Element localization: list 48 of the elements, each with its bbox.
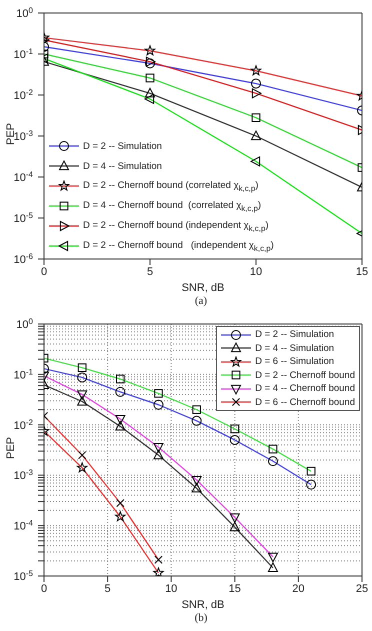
legend-label: D = 4 -- Simulation xyxy=(255,342,334,354)
point xyxy=(115,420,126,430)
x-tick-label: 0 xyxy=(40,582,48,595)
legend-label: D = 6 -- Simulation xyxy=(255,356,334,368)
y-tick-label: 10$^{-1}$ xyxy=(14,366,34,382)
y-tick-label: 10$^{-5}$ xyxy=(14,568,34,583)
y-tick-label: 10$^{-5}$ xyxy=(14,210,34,225)
x-tick-label: 15 xyxy=(356,266,368,278)
y-tick-label: 10$^{-2}$ xyxy=(14,88,34,102)
x-tick-label: 0 xyxy=(40,266,48,278)
point xyxy=(77,396,88,406)
point xyxy=(192,482,202,492)
legend-label: D = 2 -- Simulation xyxy=(83,140,162,152)
x-axis-title: SNR, dB xyxy=(182,599,224,611)
y-tick-label: 10$^{-3}$ xyxy=(14,468,34,482)
point xyxy=(153,450,164,460)
y-tick-label: 10$^{-3}$ xyxy=(14,128,34,143)
legend-label: D = 2 -- Simulation xyxy=(255,329,334,340)
x-axis-title: SNR, dB xyxy=(182,282,224,294)
point xyxy=(230,522,240,532)
legend-label: D = 4 -- Chernoff bound xyxy=(255,383,355,394)
x-tick-label: 10 xyxy=(165,582,178,595)
x-tick-label: 10 xyxy=(250,266,262,278)
text: (b) xyxy=(194,612,208,624)
x-tick-label: 5 xyxy=(146,266,154,278)
y-tick-label: 10$^{-1}$ xyxy=(14,46,34,61)
legend-label: D = 4 -- Chernoff bound (correlated χ$_{k,c,p}$) xyxy=(83,200,262,212)
y-axis-title: PEP xyxy=(5,436,18,459)
y-tick-label: 10$^{-2}$ xyxy=(14,417,34,432)
legend-label: D = 2 -- Chernoff bound (independent χ$_{k,c,p}$) xyxy=(83,240,274,252)
y-tick-label: 10$^{-6}$ xyxy=(14,252,34,266)
x-tick-label: 5 xyxy=(104,582,111,595)
x-tick-label: 20 xyxy=(292,582,305,595)
legend-label: D = 2 -- Chernoff bound (correlated χ$_{k,c,p}$) xyxy=(83,180,258,192)
legend-label: D = 4 -- Simulation xyxy=(83,160,162,172)
point xyxy=(268,562,278,572)
legend-label: D = 2 -- Chernoff bound (independent χ$_{k,c,p}$) xyxy=(83,220,269,232)
y-tick-label: 10$^{0}$ xyxy=(16,6,34,20)
y-tick-label: 10$^{0}$ xyxy=(16,316,34,331)
legend-label: D = 2 -- Chernoff bound xyxy=(255,370,355,381)
point xyxy=(145,88,155,98)
legend-label: D = 6 -- Chernoff bound xyxy=(255,396,355,408)
y-tick-label: 10$^{-4}$ xyxy=(14,170,34,184)
y-tick-label: 10$^{-4}$ xyxy=(14,518,34,533)
x-tick-label: 25 xyxy=(356,582,368,595)
x-tick-label: 15 xyxy=(228,582,241,595)
point xyxy=(251,130,261,140)
text: (a) xyxy=(194,295,208,307)
